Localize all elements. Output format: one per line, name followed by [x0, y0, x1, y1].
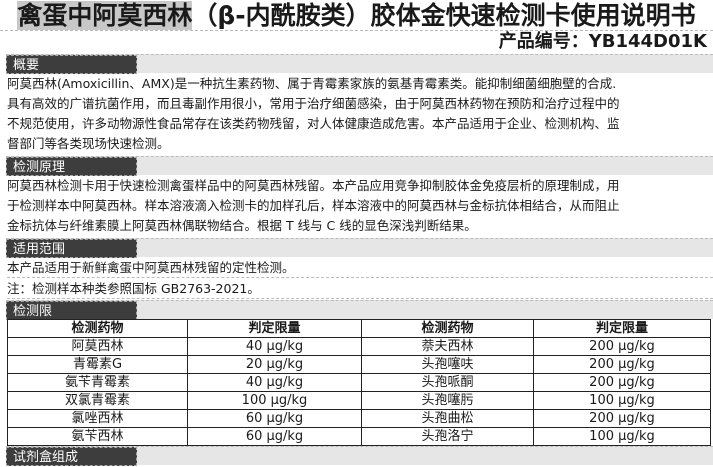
- product-code: 产品编号：YB144D01K: [498, 31, 707, 52]
- text-line: 于检测样本中阿莫西林。样本溶液滴入检测卡的加样孔后，样本溶液中的阿莫西林与金标抗…: [7, 198, 620, 213]
- table-row: 阿莫西林 40 μg/kg 萘夫西林 200 μg/kg: [7, 337, 711, 356]
- table-cell: 100 μg/kg: [533, 391, 711, 410]
- section-limits-header: 检测限: [6, 300, 713, 320]
- principle-text: 阿莫西林检测卡用于快速检测禽蛋样品中的阿莫西林残留。本产品应用竞争抑制胶体金免疫…: [7, 176, 709, 236]
- table-row: 双氯青霉素 100 μg/kg 头孢噻肟 100 μg/kg: [7, 391, 711, 410]
- table-cell: 40 μg/kg: [187, 337, 362, 356]
- section-heading: 检测原理: [6, 157, 137, 176]
- table-cell: 20 μg/kg: [187, 355, 362, 374]
- table-cell: 头孢曲松: [361, 409, 534, 428]
- table-cell: 青霉素G: [7, 355, 188, 374]
- table-cell: 100 μg/kg: [187, 391, 362, 410]
- header-cell: 判定限量: [187, 319, 362, 338]
- table-cell: 60 μg/kg: [187, 427, 362, 446]
- table-cell: 40 μg/kg: [187, 373, 362, 392]
- title-highlight: 禽蛋中阿莫西林: [17, 1, 193, 30]
- table-header-row: 检测药物 判定限量 检测药物 判定限量: [7, 319, 711, 338]
- table-cell: 200 μg/kg: [533, 355, 711, 374]
- table-cell: 氯唑西林: [7, 409, 188, 428]
- table-cell: 100 μg/kg: [533, 427, 711, 446]
- title-rest: （β-内酰胺类）胶体金快速检测卡使用说明书: [192, 1, 696, 30]
- section-scope-header: 适用范围: [6, 238, 713, 258]
- text-line: 金标抗体与纤维素膜上阿莫西林偶联物结合。根据 T 线与 C 线的显色深浅判断结果…: [7, 218, 477, 233]
- table-cell: 氨苄西林: [7, 427, 188, 446]
- section-principle-header: 检测原理: [6, 156, 713, 176]
- table-cell: 萘夫西林: [361, 337, 534, 356]
- section-kit-header: 试剂盒组成: [6, 446, 713, 466]
- header-cell: 检测药物: [7, 319, 188, 338]
- table-cell: 200 μg/kg: [533, 337, 711, 356]
- scope-note: 注：检测样本种类参照国标 GB2763-2021。: [7, 279, 713, 299]
- overview-text: 阿莫西林(Amoxicillin、AMX)是一种抗生素药物、属于青霉素家族的氨基…: [7, 74, 709, 154]
- table-cell: 头孢哌酮: [361, 373, 534, 392]
- table-cell: 双氯青霉素: [7, 391, 188, 410]
- text-line: 阿莫西林(Amoxicillin、AMX)是一种抗生素药物、属于青霉素家族的氨基…: [7, 76, 617, 91]
- table-cell: 200 μg/kg: [533, 373, 711, 392]
- table-cell: 头孢噻肟: [361, 391, 534, 410]
- table-cell: 头孢洛宁: [361, 427, 534, 446]
- table-cell: 氨苄青霉素: [7, 373, 188, 392]
- text-line: 不规范使用，许多动物源性食品常存在该类药物残留，对人体健康造成危害。本产品适用于…: [7, 116, 620, 131]
- document-title: 禽蛋中阿莫西林（β-内酰胺类）胶体金快速检测卡使用说明书: [0, 0, 713, 31]
- table-cell: 阿莫西林: [7, 337, 188, 356]
- table-row: 氨苄西林 60 μg/kg 头孢洛宁 100 μg/kg: [7, 427, 711, 446]
- scope-line: 本产品适用于新鲜禽蛋中阿莫西林残留的定性检测。: [7, 258, 713, 278]
- section-heading: 适用范围: [6, 239, 137, 258]
- section-heading: 试剂盒组成: [6, 447, 137, 466]
- table-row: 氯唑西林 60 μg/kg 头孢曲松 200 μg/kg: [7, 409, 711, 428]
- table-cell: 60 μg/kg: [187, 409, 362, 428]
- header-cell: 检测药物: [361, 319, 534, 338]
- text-line: 阿莫西林检测卡用于快速检测禽蛋样品中的阿莫西林残留。本产品应用竞争抑制胶体金免疫…: [7, 178, 620, 193]
- section-heading: 检测限: [6, 301, 137, 320]
- table-cell: 200 μg/kg: [533, 409, 711, 428]
- text-line: 督部门等各类现场快速检测。: [7, 136, 170, 151]
- table-cell: 头孢噻呋: [361, 355, 534, 374]
- text-line: 具有高效的广谱抗菌作用，而且毒副作用很小，常用于治疗细菌感染，由于阿莫西林药物在…: [7, 96, 620, 111]
- section-heading: 概要: [6, 55, 137, 74]
- limits-table: 检测药物 判定限量 检测药物 判定限量 阿莫西林 40 μg/kg 萘夫西林 200 …: [7, 319, 711, 446]
- table-row: 青霉素G 20 μg/kg 头孢噻呋 200 μg/kg: [7, 355, 711, 374]
- header-cell: 判定限量: [533, 319, 711, 338]
- section-overview-header: 概要: [6, 54, 713, 74]
- table-row: 氨苄青霉素 40 μg/kg 头孢哌酮 200 μg/kg: [7, 373, 711, 392]
